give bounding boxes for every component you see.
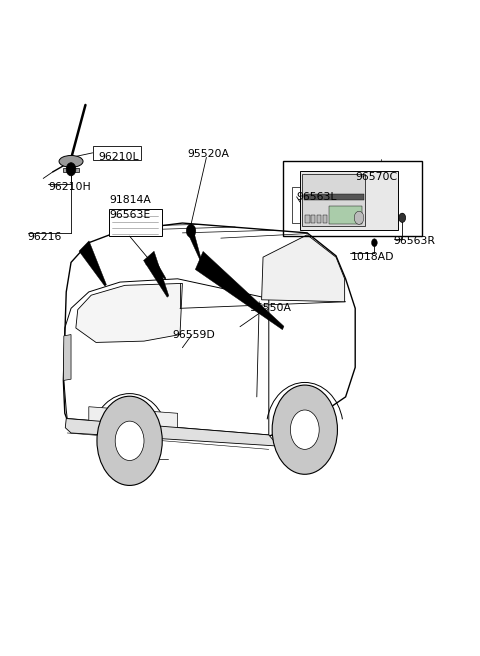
Text: 95520A: 95520A: [187, 149, 229, 159]
Circle shape: [354, 211, 364, 224]
Polygon shape: [79, 241, 107, 286]
Ellipse shape: [59, 155, 83, 167]
Bar: [329, 206, 362, 224]
Polygon shape: [144, 251, 169, 297]
Bar: [109, 209, 162, 236]
Polygon shape: [89, 407, 178, 430]
Polygon shape: [63, 335, 71, 380]
Polygon shape: [195, 251, 284, 330]
Text: 91814A: 91814A: [109, 195, 151, 205]
Circle shape: [272, 385, 337, 474]
Text: 96570C: 96570C: [355, 172, 397, 182]
Text: 96210L: 96210L: [98, 152, 139, 163]
Polygon shape: [63, 168, 79, 172]
Polygon shape: [189, 231, 202, 262]
Text: 96550A: 96550A: [250, 303, 292, 314]
Circle shape: [115, 421, 144, 461]
Bar: [93, 146, 141, 160]
Circle shape: [97, 396, 162, 485]
Text: 96563L: 96563L: [297, 192, 337, 202]
Polygon shape: [145, 254, 166, 279]
Polygon shape: [262, 235, 345, 302]
Text: 96563E: 96563E: [109, 210, 151, 220]
Circle shape: [186, 224, 196, 237]
Bar: [317, 215, 321, 223]
Text: 1018AD: 1018AD: [350, 252, 394, 262]
Bar: [311, 215, 315, 223]
Bar: [323, 215, 327, 223]
Circle shape: [399, 213, 406, 222]
Text: 96216: 96216: [28, 232, 62, 243]
Bar: [292, 187, 300, 223]
Polygon shape: [76, 283, 182, 342]
Circle shape: [66, 163, 76, 176]
Bar: [283, 161, 422, 236]
Text: 96563R: 96563R: [394, 236, 435, 247]
Bar: [304, 194, 364, 200]
Circle shape: [372, 239, 377, 247]
Polygon shape: [65, 419, 278, 446]
Text: 96559D: 96559D: [173, 329, 216, 340]
Bar: [305, 215, 310, 223]
Bar: [302, 174, 365, 226]
Text: 96210H: 96210H: [48, 182, 91, 192]
Bar: [300, 171, 398, 230]
Circle shape: [290, 410, 319, 449]
